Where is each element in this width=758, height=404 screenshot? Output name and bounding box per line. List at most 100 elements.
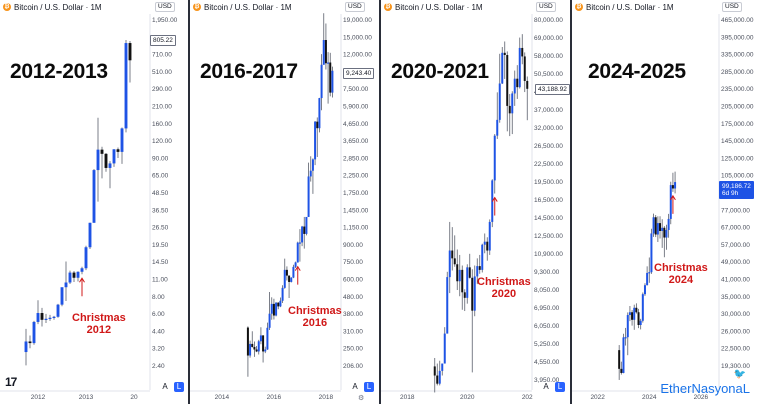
christmas-arrow-head bbox=[294, 265, 301, 271]
candle-body bbox=[285, 269, 288, 276]
candle-body bbox=[322, 40, 325, 65]
candle-body bbox=[324, 40, 327, 64]
candle-body bbox=[661, 227, 664, 231]
log-scale-button[interactable]: L bbox=[364, 382, 374, 392]
y-tick-label: 50,500.00 bbox=[534, 71, 563, 78]
y-tick-label: 480.00 bbox=[343, 294, 363, 301]
candle-body bbox=[496, 119, 499, 136]
candle-body bbox=[643, 285, 646, 295]
annotation-line-2: 2020 bbox=[491, 288, 517, 300]
candle-body bbox=[473, 276, 476, 311]
y-tick-label: 6.00 bbox=[152, 311, 165, 318]
panel-divider bbox=[188, 0, 190, 404]
axis-mode-buttons: A L bbox=[541, 382, 565, 392]
y-tick-label: 290.00 bbox=[152, 86, 172, 93]
candle-body bbox=[262, 335, 265, 352]
annotation-line-1: Christmas bbox=[477, 276, 531, 288]
y-tick-label: 69,000.00 bbox=[534, 35, 563, 42]
y-tick-label: 395,000.00 bbox=[721, 34, 754, 41]
symbol-label: Bitcoin / U.S. Dollar · 1M bbox=[395, 2, 483, 12]
candle-body bbox=[654, 217, 657, 235]
currency-badge[interactable]: USD bbox=[155, 2, 175, 12]
panel-title: 2024-2025 bbox=[588, 60, 686, 83]
candle-body bbox=[52, 316, 56, 318]
christmas-annotation: Christmas 2024 bbox=[654, 262, 708, 286]
candle-body bbox=[283, 269, 286, 288]
candle-body bbox=[639, 320, 642, 326]
candle-body bbox=[116, 149, 120, 152]
y-tick-label: 1,950.00 bbox=[152, 17, 178, 24]
log-scale-button[interactable]: L bbox=[555, 382, 565, 392]
y-tick-label: 7,500.00 bbox=[343, 86, 369, 93]
currency-badge[interactable]: USD bbox=[536, 2, 556, 12]
candle-body bbox=[493, 135, 496, 181]
symbol-label: Bitcoin / U.S. Dollar · 1M bbox=[204, 2, 292, 12]
y-tick-label: 285,000.00 bbox=[721, 69, 754, 76]
currency-badge[interactable]: USD bbox=[345, 2, 365, 12]
candle-body bbox=[648, 272, 651, 274]
y-tick-label: 8.00 bbox=[152, 294, 165, 301]
y-tick-label: 22,500.00 bbox=[534, 161, 563, 168]
y-tick-label: 206.00 bbox=[343, 363, 363, 370]
symbol-label: Bitcoin / U.S. Dollar · 1M bbox=[586, 2, 674, 12]
candle-body bbox=[32, 321, 36, 344]
candle-body bbox=[251, 343, 254, 347]
candle-body bbox=[292, 266, 295, 278]
y-tick-label: 16,500.00 bbox=[534, 197, 563, 204]
auto-scale-button[interactable]: A bbox=[352, 382, 358, 391]
candle-body bbox=[458, 269, 461, 282]
y-tick-label: 1,750.00 bbox=[343, 190, 369, 197]
candle-body bbox=[506, 55, 509, 106]
candle-body bbox=[40, 313, 44, 320]
candle-body bbox=[259, 335, 262, 342]
settings-gear-icon[interactable]: ⚙ bbox=[358, 395, 365, 402]
y-tick-label: 49,000.00 bbox=[721, 259, 750, 266]
candle-body bbox=[28, 341, 32, 344]
symbol-label: Bitcoin / U.S. Dollar · 1M bbox=[14, 2, 102, 12]
y-tick-label: 11.00 bbox=[152, 277, 168, 284]
candle-body bbox=[461, 269, 464, 293]
panel-divider bbox=[570, 0, 572, 404]
candle-body bbox=[478, 266, 481, 270]
candle-body bbox=[318, 98, 321, 129]
axis-mode-buttons: A L bbox=[350, 382, 374, 392]
y-tick-label: 41,000.00 bbox=[721, 277, 750, 284]
x-tick-label: 20 bbox=[130, 394, 138, 401]
candle-body bbox=[631, 312, 634, 320]
candle-body bbox=[635, 307, 638, 313]
candle-body bbox=[331, 70, 334, 93]
candlestick-chart: 1,950.00950.00710.00510.00290.00210.0016… bbox=[0, 14, 178, 401]
currency-badge[interactable]: USD bbox=[722, 2, 742, 12]
y-tick-label: 14,500.00 bbox=[534, 215, 563, 222]
candle-body bbox=[246, 327, 249, 356]
bitcoin-icon: ₿ bbox=[3, 3, 11, 11]
y-tick-label: 15,000.00 bbox=[343, 34, 372, 41]
symbol-header: ₿ Bitcoin / U.S. Dollar · 1M bbox=[190, 0, 292, 14]
y-tick-label: 77,000.00 bbox=[721, 207, 750, 214]
y-tick-label: 3,650.00 bbox=[343, 138, 369, 145]
candle-body bbox=[264, 349, 267, 352]
candle-body bbox=[441, 363, 444, 371]
candle-body bbox=[463, 292, 466, 298]
log-scale-button[interactable]: L bbox=[174, 382, 184, 392]
auto-scale-button[interactable]: A bbox=[162, 382, 168, 391]
candlestick-chart: 465,000.00 395,000.00 335,000.00 285,000.00… bbox=[572, 14, 754, 401]
candle-body bbox=[622, 337, 625, 373]
y-tick-label: 8,050.00 bbox=[534, 287, 560, 294]
christmas-arrow-head bbox=[79, 277, 85, 283]
auto-scale-button[interactable]: A bbox=[543, 382, 549, 391]
y-tick-label: 26,000.00 bbox=[721, 328, 750, 335]
candle-body bbox=[620, 368, 623, 373]
y-tick-label: 4,550.00 bbox=[534, 359, 560, 366]
y-tick-label: 2,250.00 bbox=[343, 173, 369, 180]
candle-body bbox=[84, 247, 88, 269]
candle-body bbox=[433, 366, 436, 376]
annotation-line-2: 2012 bbox=[86, 324, 112, 336]
candle-body bbox=[516, 78, 519, 88]
candle-body bbox=[466, 267, 469, 298]
candle-body bbox=[443, 333, 446, 364]
y-tick-label: 26.50 bbox=[152, 225, 169, 232]
x-tick-label: 2018 bbox=[319, 394, 334, 401]
christmas-annotation: Christmas 2020 bbox=[477, 276, 531, 300]
candle-body bbox=[511, 93, 514, 114]
